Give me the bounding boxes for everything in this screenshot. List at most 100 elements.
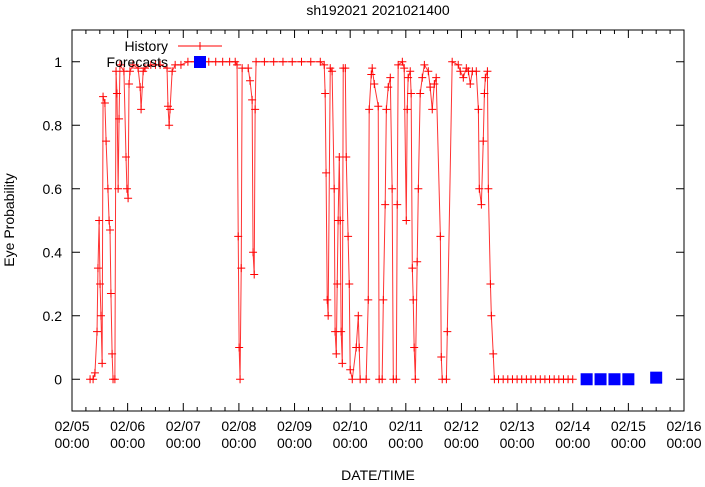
history-point xyxy=(382,105,391,114)
y-tick-label: 1 xyxy=(54,54,62,70)
history-point xyxy=(472,67,481,76)
history-point xyxy=(394,60,403,69)
history-point xyxy=(125,67,134,76)
history-point xyxy=(406,67,415,76)
history-point xyxy=(483,67,492,76)
history-point xyxy=(218,57,227,66)
history-point xyxy=(333,280,342,288)
history-point xyxy=(204,57,213,66)
history-point xyxy=(128,60,137,69)
history-point xyxy=(260,57,269,66)
history-point xyxy=(114,184,123,193)
plot-frame xyxy=(71,29,685,412)
history-point xyxy=(335,153,344,161)
x-tick-label-date: 02/07 xyxy=(166,418,201,434)
history-point xyxy=(413,257,422,266)
history-point xyxy=(102,137,111,146)
forecast-point xyxy=(580,373,593,386)
history-point xyxy=(486,280,495,288)
history-point xyxy=(288,57,297,66)
history-point xyxy=(414,184,423,193)
legend-label-forecasts: Forecasts xyxy=(107,54,168,70)
history-point xyxy=(136,83,145,92)
history-point xyxy=(448,57,457,66)
history-point xyxy=(99,92,108,101)
x-tick-label-time: 00:00 xyxy=(444,435,479,451)
history-point xyxy=(342,153,351,161)
history-point xyxy=(365,105,374,114)
x-tick-label-time: 00:00 xyxy=(388,435,423,451)
history-point xyxy=(324,311,333,320)
history-point xyxy=(443,327,452,336)
history-point xyxy=(332,349,341,358)
history-point xyxy=(568,375,577,384)
history-point xyxy=(124,194,133,203)
forecast-point xyxy=(650,371,663,384)
history-point xyxy=(249,248,258,257)
history-point xyxy=(246,76,255,85)
x-tick-label-time: 00:00 xyxy=(221,435,256,451)
history-point xyxy=(112,89,121,98)
history-point xyxy=(141,64,150,73)
history-point xyxy=(251,105,260,114)
history-point xyxy=(237,264,246,273)
history-point xyxy=(432,73,441,82)
history-point xyxy=(341,64,350,73)
axes-ticks: 00.20.40.60.8102/0500:0002/0600:0002/070… xyxy=(43,30,702,451)
history-point xyxy=(96,280,105,288)
history-point xyxy=(234,232,243,241)
history-point xyxy=(95,216,104,225)
history-point xyxy=(456,67,465,76)
x-tick-label-date: 02/11 xyxy=(389,418,423,434)
x-tick-label-date: 02/15 xyxy=(611,418,646,434)
x-tick-label-time: 00:00 xyxy=(611,435,646,451)
history-point xyxy=(402,216,411,225)
history-point xyxy=(386,73,395,82)
history-point xyxy=(316,57,325,66)
history-point xyxy=(408,264,417,273)
history-point xyxy=(176,60,185,69)
history-point xyxy=(269,57,278,66)
history-point xyxy=(320,60,329,69)
history-point xyxy=(328,67,337,76)
history-point xyxy=(106,289,115,298)
history-point xyxy=(481,73,490,82)
legend-forecast-marker xyxy=(194,56,206,68)
history-point xyxy=(122,184,131,193)
history-point xyxy=(379,295,388,304)
history-point xyxy=(252,57,261,66)
history-point xyxy=(477,200,486,209)
history-point xyxy=(98,359,107,368)
history-point xyxy=(462,64,471,73)
history-point xyxy=(388,184,397,193)
history-point xyxy=(236,375,245,384)
history-point xyxy=(326,64,335,73)
history-point xyxy=(165,121,174,130)
history-point xyxy=(368,64,377,73)
history-point xyxy=(475,184,484,193)
x-tick-label-date: 02/06 xyxy=(110,418,145,434)
history-point xyxy=(393,200,402,209)
history-point xyxy=(420,60,429,69)
history-point xyxy=(137,105,146,114)
history-point xyxy=(459,73,468,82)
history-point xyxy=(125,79,134,88)
history-point xyxy=(103,184,112,193)
history-point xyxy=(345,280,354,288)
forecast-point xyxy=(622,373,635,386)
history-point xyxy=(337,327,346,336)
history-point xyxy=(374,102,383,111)
history-line xyxy=(90,60,573,380)
history-point xyxy=(96,311,105,320)
history-point xyxy=(428,105,437,114)
history-point xyxy=(106,226,115,235)
history-point xyxy=(248,95,257,104)
history-point xyxy=(166,105,175,114)
history-point xyxy=(139,67,148,76)
history-point xyxy=(115,60,124,69)
history-point xyxy=(105,216,114,225)
y-tick-label: 0.4 xyxy=(43,244,63,260)
history-point xyxy=(322,168,331,177)
x-tick-label-time: 00:00 xyxy=(333,435,368,451)
history-point xyxy=(112,67,121,76)
